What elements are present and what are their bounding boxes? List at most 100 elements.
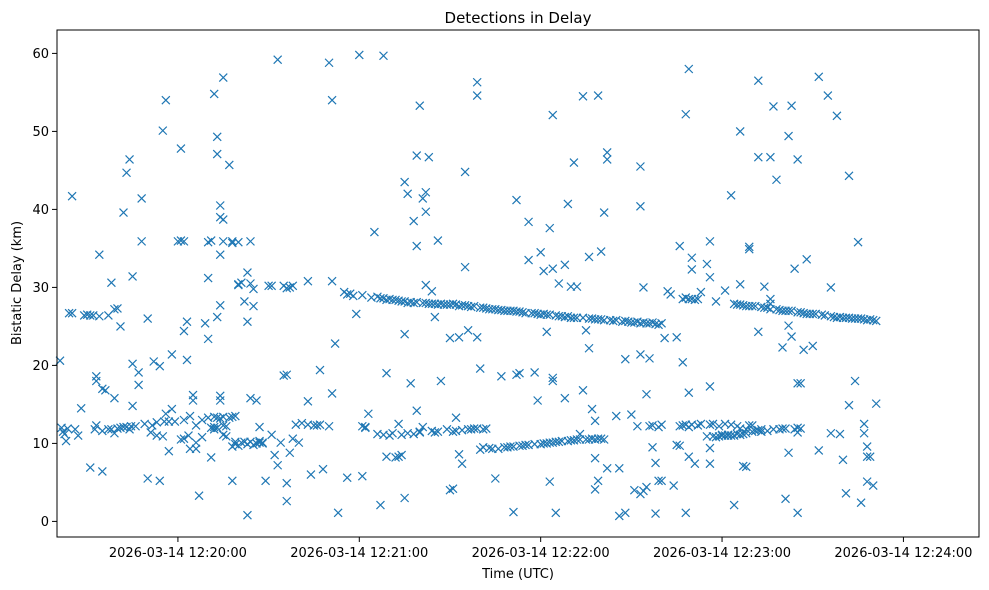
data-point bbox=[569, 158, 579, 168]
data-point bbox=[125, 155, 134, 164]
data-point bbox=[233, 237, 243, 247]
data-point bbox=[769, 102, 778, 111]
x-axis: 2026-03-14 12:20:00 2026-03-14 12:21:00 20… bbox=[109, 537, 972, 561]
data-point bbox=[596, 247, 606, 256]
data-point bbox=[548, 264, 558, 274]
data-point bbox=[705, 459, 715, 469]
data-point bbox=[578, 91, 588, 101]
data-point bbox=[342, 473, 352, 483]
data-point bbox=[147, 421, 157, 430]
data-point bbox=[218, 73, 228, 83]
y-tick-label: 30 bbox=[32, 281, 49, 296]
data-point bbox=[158, 431, 168, 441]
data-point bbox=[191, 444, 201, 454]
data-point bbox=[249, 284, 258, 294]
data-point bbox=[306, 470, 316, 480]
data-point bbox=[267, 430, 277, 440]
data-point bbox=[515, 368, 524, 378]
data-point bbox=[681, 508, 691, 518]
data-point bbox=[563, 199, 573, 209]
data-point bbox=[273, 460, 283, 470]
data-point bbox=[584, 343, 594, 353]
data-point bbox=[179, 434, 189, 444]
data-point bbox=[418, 422, 428, 432]
data-point bbox=[596, 434, 606, 444]
data-point bbox=[73, 431, 83, 441]
data-point bbox=[772, 175, 781, 185]
data-point bbox=[421, 207, 431, 217]
data-point bbox=[100, 385, 110, 395]
data-point bbox=[282, 370, 292, 380]
data-point bbox=[128, 359, 137, 369]
data-point bbox=[397, 450, 407, 460]
data-point bbox=[64, 308, 74, 318]
data-point bbox=[678, 357, 688, 367]
data-point bbox=[179, 326, 189, 336]
data-point bbox=[802, 254, 812, 264]
data-point bbox=[844, 171, 854, 181]
data-point bbox=[572, 435, 582, 444]
data-point bbox=[119, 422, 128, 432]
data-point bbox=[862, 442, 872, 451]
data-point bbox=[590, 484, 600, 494]
data-point bbox=[149, 357, 159, 366]
data-point bbox=[765, 152, 775, 162]
data-point bbox=[197, 432, 207, 442]
data-point bbox=[294, 438, 304, 448]
data-point bbox=[164, 446, 174, 456]
data-point bbox=[155, 476, 165, 486]
data-point bbox=[357, 290, 367, 300]
data-point bbox=[651, 509, 660, 519]
data-point bbox=[753, 152, 763, 162]
data-point bbox=[548, 376, 558, 386]
data-point bbox=[327, 276, 337, 286]
data-point bbox=[862, 477, 872, 487]
data-point bbox=[484, 443, 494, 453]
data-point bbox=[60, 429, 69, 439]
data-point bbox=[155, 361, 165, 371]
data-point bbox=[823, 91, 833, 100]
data-point bbox=[781, 424, 790, 434]
data-point bbox=[705, 443, 715, 453]
data-point bbox=[282, 496, 292, 506]
data-point bbox=[379, 51, 388, 61]
data-point bbox=[778, 424, 787, 434]
data-point bbox=[218, 421, 228, 430]
data-point bbox=[448, 299, 458, 309]
data-point bbox=[285, 448, 295, 458]
data-point bbox=[357, 471, 367, 481]
data-point bbox=[137, 194, 147, 203]
data-point bbox=[481, 424, 491, 434]
data-point bbox=[179, 236, 189, 246]
x-tick-label: 2026-03-14 12:24:00 bbox=[834, 546, 972, 561]
data-point bbox=[167, 350, 177, 359]
data-point bbox=[817, 310, 827, 320]
data-point bbox=[400, 177, 410, 187]
data-point bbox=[261, 476, 271, 486]
data-point bbox=[215, 396, 225, 405]
data-point bbox=[512, 195, 521, 205]
data-point bbox=[711, 297, 721, 306]
data-point bbox=[548, 110, 558, 120]
data-point bbox=[85, 463, 95, 473]
data-point bbox=[636, 350, 645, 359]
data-point bbox=[224, 160, 234, 170]
data-point bbox=[360, 423, 370, 433]
data-point bbox=[490, 474, 500, 483]
data-point bbox=[690, 295, 700, 305]
data-point bbox=[110, 304, 119, 314]
data-point bbox=[545, 477, 555, 487]
data-point bbox=[672, 332, 682, 342]
data-point bbox=[569, 313, 579, 323]
data-point bbox=[161, 409, 171, 419]
data-point bbox=[542, 327, 552, 337]
data-point bbox=[793, 508, 803, 518]
data-point bbox=[122, 168, 131, 178]
data-point bbox=[400, 329, 410, 339]
data-point bbox=[221, 431, 231, 441]
data-point bbox=[236, 278, 246, 288]
data-point bbox=[448, 484, 458, 494]
data-point bbox=[539, 266, 549, 276]
data-point bbox=[871, 316, 881, 326]
data-point bbox=[741, 462, 751, 472]
